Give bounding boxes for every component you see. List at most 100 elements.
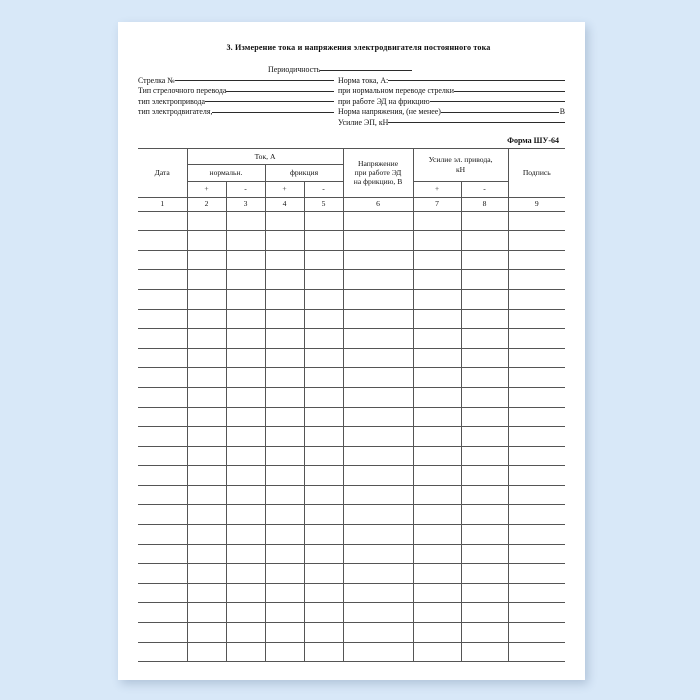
table-cell[interactable] [225,269,266,290]
table-cell[interactable] [264,563,305,584]
table-cell[interactable] [186,465,227,486]
table-cell[interactable] [225,347,266,369]
table-cell[interactable] [412,524,462,545]
table-cell[interactable] [507,426,566,447]
table-cell[interactable] [342,210,414,232]
table-cell[interactable] [342,445,414,467]
table-cell[interactable] [342,543,414,565]
table-cell[interactable] [412,367,462,388]
table-row[interactable] [138,582,566,604]
table-row[interactable] [138,230,566,251]
table-cell[interactable] [460,582,509,604]
table-cell[interactable] [186,543,227,565]
table-cell[interactable] [225,249,266,271]
table-cell[interactable] [342,367,414,388]
table-cell[interactable] [507,367,566,388]
switch-type-input[interactable] [226,90,334,92]
table-row[interactable] [138,249,566,271]
table-cell[interactable] [138,230,188,251]
current-norm-input[interactable] [388,80,565,82]
table-cell[interactable] [264,347,305,369]
table-cell[interactable] [412,622,462,643]
table-row[interactable] [138,465,566,486]
table-cell[interactable] [138,328,188,349]
table-cell[interactable] [507,406,566,428]
table-cell[interactable] [412,386,462,408]
table-cell[interactable] [507,386,566,408]
table-cell[interactable] [342,230,414,251]
table-cell[interactable] [186,386,227,408]
table-cell[interactable] [264,210,305,232]
table-cell[interactable] [412,445,462,467]
table-cell[interactable] [225,563,266,584]
table-cell[interactable] [303,504,344,526]
table-cell[interactable] [303,582,344,604]
table-cell[interactable] [186,582,227,604]
table-cell[interactable] [460,426,509,447]
table-cell[interactable] [460,230,509,251]
table-cell[interactable] [264,641,305,663]
table-cell[interactable] [225,504,266,526]
table-cell[interactable] [186,249,227,271]
table-cell[interactable] [342,641,414,663]
table-row[interactable] [138,406,566,428]
table-cell[interactable] [460,465,509,486]
table-row[interactable] [138,367,566,388]
table-cell[interactable] [225,641,266,663]
table-cell[interactable] [138,524,188,545]
table-cell[interactable] [303,347,344,369]
table-cell[interactable] [507,445,566,467]
table-cell[interactable] [412,308,462,330]
table-cell[interactable] [264,386,305,408]
table-cell[interactable] [186,347,227,369]
table-cell[interactable] [460,524,509,545]
table-cell[interactable] [186,308,227,330]
table-cell[interactable] [303,465,344,486]
table-cell[interactable] [186,445,227,467]
table-cell[interactable] [264,622,305,643]
table-row[interactable] [138,543,566,565]
table-cell[interactable] [264,249,305,271]
table-cell[interactable] [412,504,462,526]
table-cell[interactable] [507,622,566,643]
table-cell[interactable] [303,269,344,290]
table-cell[interactable] [186,288,227,310]
table-cell[interactable] [507,269,566,290]
table-cell[interactable] [303,563,344,584]
table-cell[interactable] [138,406,188,428]
table-cell[interactable] [138,347,188,369]
table-cell[interactable] [225,328,266,349]
table-cell[interactable] [342,426,414,447]
table-cell[interactable] [342,249,414,271]
table-cell[interactable] [225,524,266,545]
switch-number-input[interactable] [174,80,334,82]
table-cell[interactable] [507,582,566,604]
table-cell[interactable] [342,386,414,408]
table-cell[interactable] [460,367,509,388]
table-cell[interactable] [264,230,305,251]
table-cell[interactable] [342,582,414,604]
table-cell[interactable] [303,367,344,388]
table-cell[interactable] [138,543,188,565]
table-cell[interactable] [507,504,566,526]
table-cell[interactable] [186,367,227,388]
table-cell[interactable] [225,308,266,330]
table-cell[interactable] [460,602,509,624]
table-cell[interactable] [507,465,566,486]
table-cell[interactable] [460,484,509,506]
table-cell[interactable] [303,622,344,643]
table-cell[interactable] [460,504,509,526]
table-cell[interactable] [264,406,305,428]
table-row[interactable] [138,641,566,663]
table-cell[interactable] [186,406,227,428]
table-cell[interactable] [225,445,266,467]
table-cell[interactable] [507,602,566,624]
table-row[interactable] [138,328,566,349]
table-cell[interactable] [303,426,344,447]
table-cell[interactable] [225,543,266,565]
table-cell[interactable] [303,328,344,349]
table-cell[interactable] [264,269,305,290]
table-cell[interactable] [186,484,227,506]
table-row[interactable] [138,426,566,447]
table-row[interactable] [138,602,566,624]
